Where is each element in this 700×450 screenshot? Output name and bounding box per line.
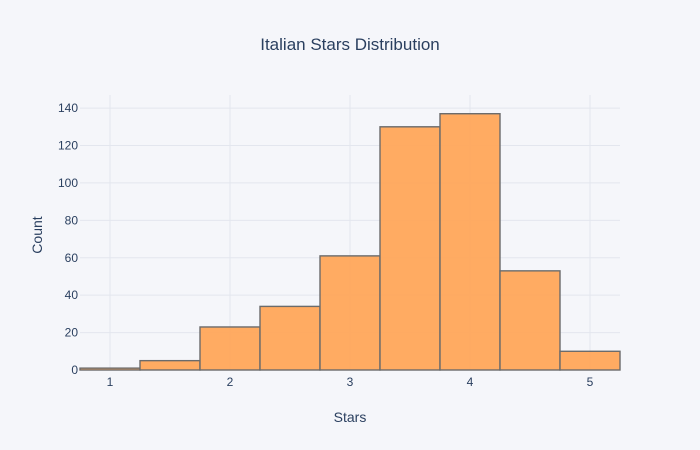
histogram-bar: [79, 367, 141, 371]
x-tick-label: 2: [227, 375, 234, 389]
x-tick-label: 1: [107, 375, 114, 389]
y-tick-label: 20: [65, 326, 79, 340]
x-axis-ticks: 1 2 3 4 5: [107, 375, 594, 389]
histogram-bar: [319, 255, 381, 371]
bars: [79, 113, 621, 371]
x-tick-label: 3: [347, 375, 354, 389]
y-tick-label: 140: [58, 101, 78, 115]
x-tick-label: 5: [587, 375, 594, 389]
histogram-bar: [379, 126, 441, 371]
y-tick-label: 60: [65, 251, 79, 265]
histogram-bar: [439, 113, 501, 371]
histogram-bar: [139, 359, 201, 371]
y-tick-label: 80: [65, 213, 79, 227]
y-tick-label: 100: [58, 176, 78, 190]
chart-title: Italian Stars Distribution: [260, 35, 440, 54]
y-tick-label: 0: [71, 363, 78, 377]
y-tick-label: 40: [65, 288, 79, 302]
y-axis-label: Count: [29, 216, 45, 253]
histogram-bar: [559, 350, 621, 371]
histogram-bar: [259, 305, 321, 371]
x-axis-label: Stars: [334, 409, 367, 425]
x-tick-label: 4: [467, 375, 474, 389]
histogram-bar: [199, 326, 261, 371]
histogram-bar: [499, 270, 561, 371]
y-tick-label: 120: [58, 139, 78, 153]
y-axis-ticks: 0 20 40 60 80 100 120 140: [58, 101, 78, 377]
